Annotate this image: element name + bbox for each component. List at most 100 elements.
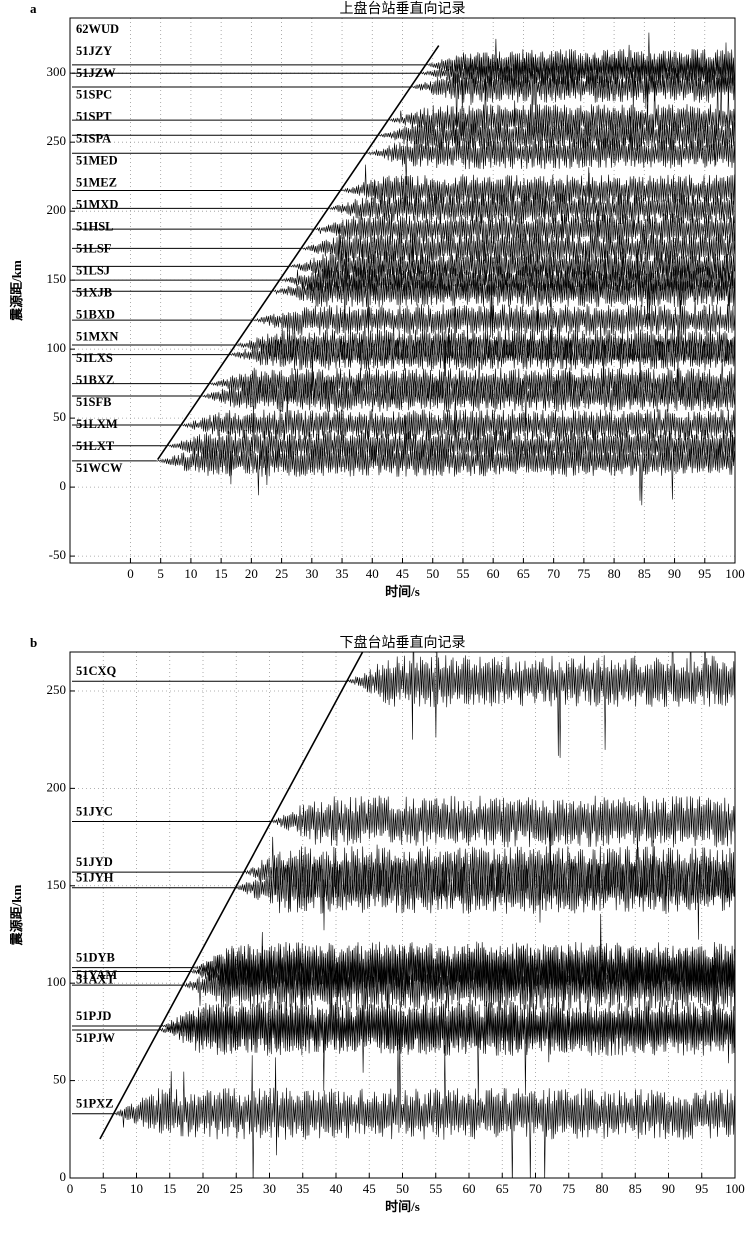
waveform <box>271 795 735 860</box>
x-tick-label: 45 <box>363 1181 376 1196</box>
station-label: 51LXS <box>76 351 113 365</box>
y-tick-label: 50 <box>53 1072 66 1087</box>
station-label: 51YAM <box>76 968 117 982</box>
x-tick-label: 85 <box>638 566 651 581</box>
x-tick-label: 25 <box>275 566 288 581</box>
waveform <box>300 209 735 289</box>
station-label: 51SPT <box>76 110 112 124</box>
station-label: 51JYH <box>76 871 114 885</box>
waveform <box>314 213 735 261</box>
waveform <box>228 325 735 382</box>
station-label: 51MEZ <box>76 176 117 190</box>
x-tick-label: 25 <box>230 1181 243 1196</box>
station-label: 51SPA <box>76 132 111 146</box>
waveform <box>328 172 735 238</box>
x-tick-label: 95 <box>695 1181 708 1196</box>
x-tick-label: 30 <box>305 566 318 581</box>
x-tick-label: 0 <box>67 1181 74 1196</box>
waveform <box>181 393 735 442</box>
x-tick-label: 50 <box>426 566 439 581</box>
station-label: 51JZW <box>76 66 116 80</box>
traces <box>72 32 735 506</box>
station-label: 51MED <box>76 154 118 168</box>
x-tick-label: 5 <box>100 1181 107 1196</box>
chart-title: 下盘台站垂直向记录 <box>340 634 466 651</box>
y-tick-label: 0 <box>60 478 67 493</box>
station-label: 51WCW <box>76 461 123 475</box>
x-tick-label: 10 <box>130 1181 143 1196</box>
y-tick-label: 250 <box>47 133 67 148</box>
waveform <box>200 350 735 432</box>
x-tick-label: 15 <box>163 1181 176 1196</box>
waveform <box>410 61 735 135</box>
station-label: 51DYB <box>76 950 115 964</box>
y-tick-label: 300 <box>47 64 67 79</box>
waveform <box>346 652 735 758</box>
station-label: 51LXT <box>76 439 115 453</box>
axes-frame <box>69 651 736 1179</box>
y-tick-label: 200 <box>47 779 67 794</box>
station-label: 51LSJ <box>76 263 110 277</box>
x-tick-label: 95 <box>698 566 711 581</box>
y-tick-label: 0 <box>60 1169 67 1184</box>
station-label: 51MXD <box>76 198 118 212</box>
x-tick-label: 55 <box>429 1181 442 1196</box>
traces <box>72 652 735 1178</box>
y-axis-label: 震源距/km <box>9 884 24 946</box>
station-label: 51CXQ <box>76 664 117 678</box>
station-label: 51PJW <box>76 1031 115 1045</box>
waveform <box>156 414 735 506</box>
x-tick-label: 30 <box>263 1181 276 1196</box>
x-tick-label: 65 <box>517 566 530 581</box>
waveform <box>113 1036 735 1178</box>
station-label: 51AXT <box>76 972 116 986</box>
waveform <box>235 840 735 914</box>
x-tick-label: 35 <box>336 566 349 581</box>
y-tick-label: 150 <box>47 271 67 286</box>
x-tick-label: 35 <box>296 1181 309 1196</box>
waveform <box>377 100 735 152</box>
x-tick-label: 50 <box>396 1181 409 1196</box>
x-tick-label: 70 <box>529 1181 542 1196</box>
y-axis-label: 震源距/km <box>9 260 24 322</box>
x-axis-label: 时间/s <box>385 1199 420 1214</box>
y-tick-label: 100 <box>47 340 67 355</box>
station-label: 51SPC <box>76 88 112 102</box>
waveform <box>271 243 735 339</box>
station-label: 51SFB <box>76 395 111 409</box>
travel-time-line <box>99 652 364 1140</box>
waveform <box>288 223 735 301</box>
x-tick-label: 15 <box>215 566 228 581</box>
x-tick-label: 10 <box>184 566 197 581</box>
station-label: 51JYC <box>76 804 113 818</box>
waveform <box>365 116 735 185</box>
x-tick-label: 100 <box>725 566 745 581</box>
x-tick-label: 75 <box>562 1181 575 1196</box>
x-tick-label: 55 <box>456 566 469 581</box>
y-tick-label: 250 <box>47 682 67 697</box>
x-tick-label: 0 <box>127 566 134 581</box>
station-label: 51PXZ <box>76 1097 114 1111</box>
x-tick-label: 45 <box>396 566 409 581</box>
panel-label: b <box>30 635 37 650</box>
x-tick-label: 75 <box>577 566 590 581</box>
waveform <box>252 284 735 355</box>
station-label: 51LXM <box>76 417 118 431</box>
x-tick-label: 100 <box>725 1181 745 1196</box>
station-label: 62WUD <box>76 22 119 36</box>
waveform <box>182 959 735 1037</box>
x-tick-label: 40 <box>330 1181 343 1196</box>
x-tick-label: 60 <box>463 1181 476 1196</box>
x-tick-label: 20 <box>197 1181 210 1196</box>
waveform <box>166 403 735 486</box>
station-label: 51MXN <box>76 329 118 343</box>
x-tick-label: 70 <box>547 566 560 581</box>
x-tick-label: 5 <box>157 566 164 581</box>
x-axis-label: 时间/s <box>385 584 420 599</box>
station-label: 51BXD <box>76 307 115 321</box>
station-label: 51HSL <box>76 219 114 233</box>
panel-label: a <box>30 1 37 16</box>
travel-time-line <box>156 45 440 460</box>
